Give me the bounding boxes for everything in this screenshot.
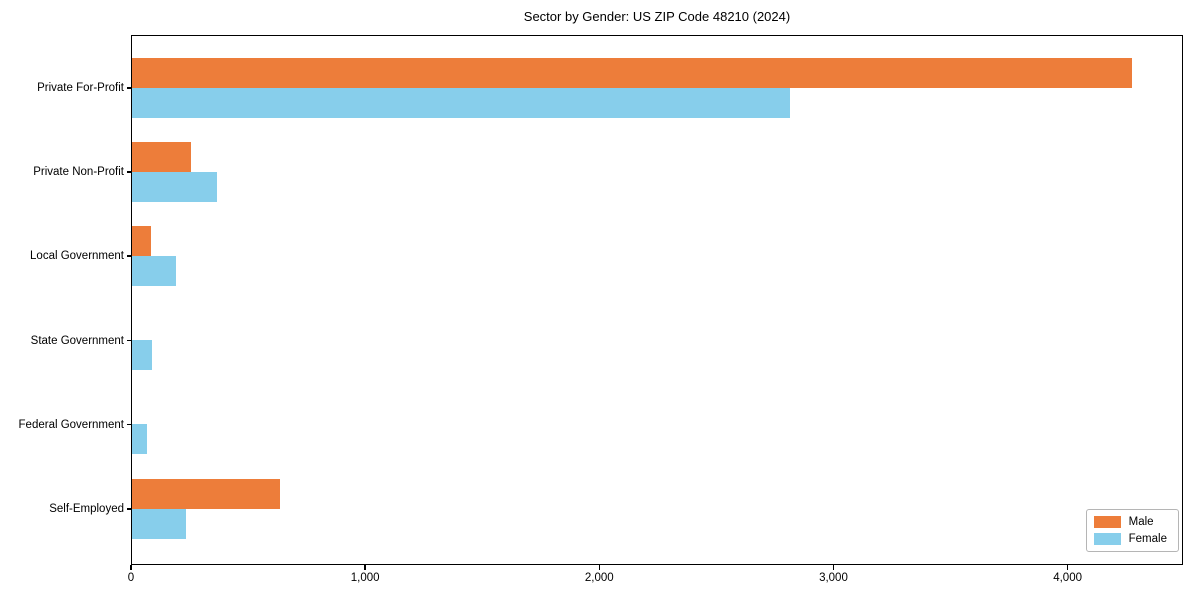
x-tick-label-1-000: 1,000 — [350, 572, 380, 584]
y-tick-label-self-employed: Self-Employed — [49, 503, 124, 515]
bar-female-private-for-profit — [132, 87, 790, 118]
x-tick-mark — [598, 565, 601, 570]
legend-item-female: Female — [1093, 533, 1167, 545]
chart-title: Sector by Gender: US ZIP Code 48210 (202… — [523, 9, 791, 24]
plot-area: Male Female — [131, 35, 1183, 565]
x-tick-label-2-000: 2,000 — [584, 572, 614, 584]
y-tick-label-local-government: Local Government — [30, 250, 124, 263]
y-tick-mark — [127, 423, 131, 426]
x-tick-label-3-000: 3,000 — [819, 572, 848, 584]
bar-male-private-non-profit — [132, 141, 191, 172]
y-tick-mark — [127, 339, 131, 342]
x-tick-label-4-000: 4,000 — [1053, 572, 1082, 584]
bar-female-local-government — [132, 255, 177, 286]
y-tick-mark — [127, 255, 131, 257]
y-tick-mark — [127, 87, 131, 89]
x-tick-label-0: 0 — [127, 572, 135, 584]
bar-female-state-government — [132, 340, 152, 371]
bar-female-federal-government — [132, 424, 148, 455]
bar-female-private-non-profit — [132, 171, 218, 202]
x-tick-mark — [130, 565, 132, 570]
legend-label-male: Male — [1128, 516, 1154, 528]
y-tick-label-private-non-profit: Private Non-Profit — [33, 166, 124, 179]
y-tick-label-private-for-profit: Private For-Profit — [37, 82, 124, 94]
y-tick-mark — [127, 508, 131, 510]
legend-item-male: Male — [1093, 516, 1167, 528]
x-tick-mark — [364, 565, 366, 570]
y-tick-label-federal-government: Federal Government — [18, 418, 124, 431]
x-tick-mark — [832, 565, 835, 570]
bar-male-local-government — [132, 225, 151, 256]
x-tick-mark — [1066, 565, 1069, 570]
bar-female-self-employed — [132, 508, 186, 539]
bar-male-self-employed — [132, 478, 280, 509]
legend: Male Female — [1085, 509, 1179, 552]
y-tick-label-state-government: State Government — [30, 334, 124, 347]
y-tick-mark — [127, 171, 131, 173]
legend-label-female: Female — [1128, 533, 1167, 545]
legend-swatch-female — [1093, 533, 1121, 545]
bar-male-private-for-profit — [132, 57, 1132, 88]
legend-swatch-male — [1093, 516, 1121, 528]
